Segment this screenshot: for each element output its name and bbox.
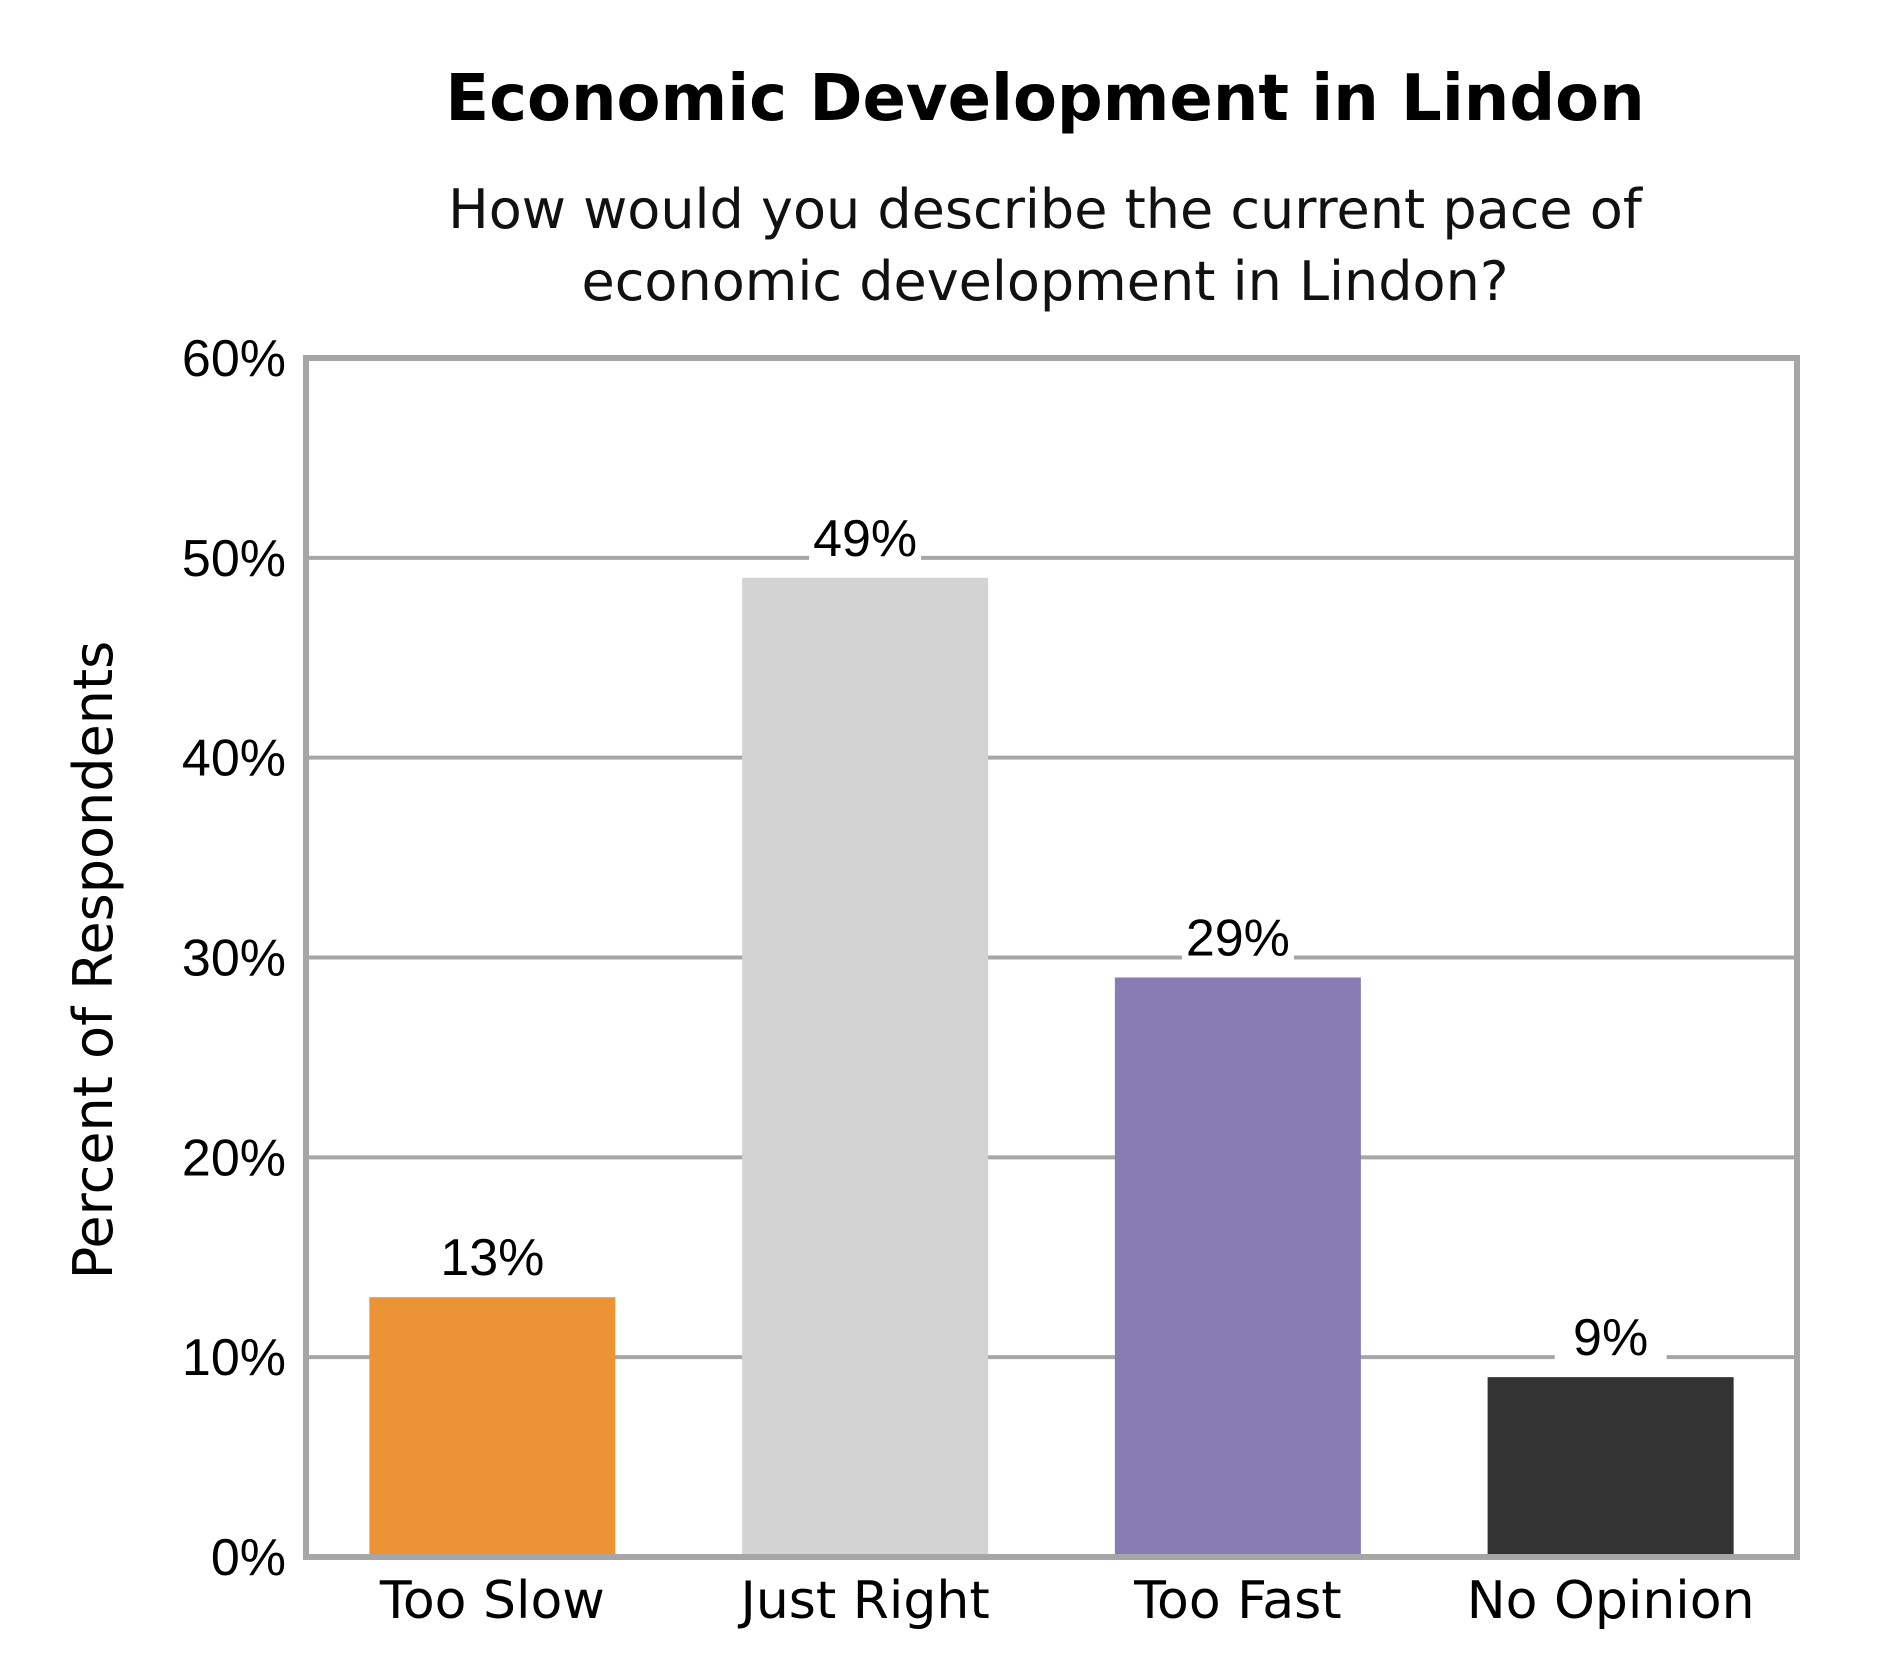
gridlines	[306, 555, 1797, 1360]
y-tick-label: 50%	[182, 530, 286, 588]
data-label-backing	[1181, 911, 1294, 966]
y-tick-label: 10%	[182, 1329, 286, 1387]
y-tick-label: 20%	[182, 1129, 286, 1187]
y-axis-label: Percent of Respondents	[62, 641, 125, 1280]
bar	[1487, 1377, 1734, 1557]
y-tick-label: 30%	[182, 930, 286, 988]
data-label-backing	[1554, 1311, 1667, 1366]
x-axis-categories: Too Slow Just Right Too Fast No Opinion	[379, 1571, 1755, 1631]
data-labels: 13% 49% 29% 9%	[436, 510, 1667, 1367]
data-label-backing	[809, 511, 922, 566]
data-label: 13%	[440, 1229, 544, 1287]
data-label: 29%	[1186, 909, 1290, 967]
chart-subtitle-line-1: How would you describe the current pace …	[448, 178, 1644, 241]
y-tick-label: 0%	[211, 1529, 286, 1587]
bar	[369, 1297, 616, 1557]
y-tick-label: 60%	[182, 330, 286, 388]
chart-subtitle-line-2: economic development in Lindon?	[582, 250, 1509, 313]
y-tick-label: 40%	[182, 730, 286, 788]
data-label: 49%	[813, 510, 917, 568]
data-label: 9%	[1573, 1309, 1648, 1367]
x-category-label: Just Right	[738, 1571, 990, 1631]
bar	[742, 577, 989, 1557]
y-axis-ticks: 0% 10% 20% 30% 40% 50% 60%	[182, 330, 286, 1587]
x-category-label: No Opinion	[1467, 1571, 1755, 1631]
bars	[369, 577, 1734, 1557]
plot-frame	[303, 355, 1800, 1560]
x-category-label: Too Slow	[379, 1571, 605, 1631]
chart-title: Economic Development in Lindon	[445, 62, 1644, 136]
bar	[1114, 977, 1361, 1557]
x-category-label: Too Fast	[1133, 1571, 1342, 1631]
data-label-backing	[436, 1231, 549, 1286]
